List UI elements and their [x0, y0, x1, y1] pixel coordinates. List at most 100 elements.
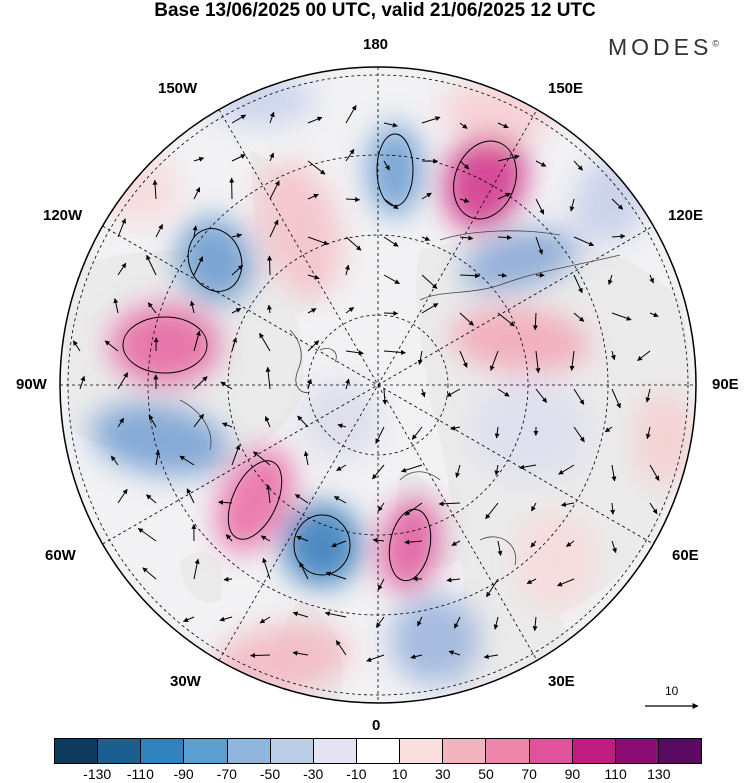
- colorbar-cell: [55, 739, 99, 763]
- wind-vector: [193, 330, 201, 352]
- wind-vector: [446, 388, 461, 397]
- wind-vector: [79, 375, 86, 390]
- colorbar-cell: [529, 739, 573, 763]
- wind-vector: [307, 193, 319, 200]
- wind-vector: [497, 540, 503, 557]
- wind-vector: [526, 578, 537, 585]
- wind-vector: [459, 160, 470, 170]
- anomaly-blob: [90, 403, 230, 477]
- wind-vector: [325, 571, 347, 580]
- wind-vector: [193, 413, 204, 428]
- wind-vector: [532, 312, 538, 331]
- wind-vector: [231, 308, 242, 314]
- wind-vector: [267, 304, 272, 314]
- wind-vector: [142, 567, 157, 580]
- colorbar-cell: [572, 739, 616, 763]
- wind-vector: [72, 340, 81, 352]
- colorbar-label: 70: [521, 766, 537, 782]
- wind-vector: [117, 417, 125, 428]
- wind-vector: [344, 264, 350, 276]
- wind-vector: [253, 451, 271, 466]
- wind-vector: [147, 302, 157, 314]
- wind-vector: [383, 122, 398, 128]
- wind-vector: [221, 422, 233, 428]
- wind-vector: [110, 455, 119, 466]
- coastlines: [179, 230, 621, 566]
- wind-vector: [383, 274, 400, 285]
- wind-vector: [497, 388, 510, 397]
- wind-vector: [610, 502, 616, 515]
- wind-vector: [307, 308, 317, 314]
- wind-vector: [421, 303, 439, 314]
- colorbar-label: 10: [391, 766, 408, 782]
- wind-vector: [560, 501, 575, 507]
- colorbar-label: -30: [303, 766, 324, 782]
- colorbar-cell: [356, 739, 401, 763]
- land-shape: [180, 552, 223, 603]
- wind-vector: [558, 464, 575, 475]
- wind-vector: [489, 350, 499, 371]
- wind-vector: [152, 179, 158, 200]
- wind-vector: [459, 350, 468, 368]
- wind-vector: [459, 198, 470, 203]
- wind-vector: [104, 340, 119, 352]
- lon-label-90e: 90E: [712, 376, 739, 393]
- wind-vector: [117, 262, 127, 276]
- anomaly-blob: [440, 80, 560, 140]
- wind-vector: [337, 423, 347, 429]
- wind-vector: [265, 366, 271, 390]
- colorbar-cell: [227, 739, 271, 763]
- coastline: [439, 230, 561, 241]
- wind-vector: [307, 378, 313, 390]
- wind-vector: [377, 502, 385, 512]
- wind-vector: [497, 272, 507, 278]
- wind-vector: [231, 233, 243, 239]
- lon-label-120w: 120W: [43, 207, 83, 224]
- wind-vector: [573, 388, 585, 405]
- wind-vector: [296, 535, 309, 542]
- wind-vector: [497, 192, 512, 200]
- wind-vector: [307, 236, 329, 246]
- wind-vector: [494, 426, 500, 439]
- wind-vector: [193, 187, 201, 200]
- wind-vector: [189, 300, 195, 314]
- colorbar-cell: [141, 739, 185, 763]
- wind-vector: [292, 650, 309, 656]
- anomaly-blob: [461, 228, 579, 292]
- logo-text: MODES: [608, 34, 713, 60]
- colorbar-labels: -130 -110 -90 -70 -50 -30 -10 10 30 50 70 90 110 130: [54, 766, 702, 782]
- wind-vector: [231, 444, 241, 466]
- lon-label-60e: 60E: [672, 547, 699, 564]
- wind-vector: [333, 496, 347, 504]
- wind-vector: [231, 114, 247, 124]
- lon-label-180: 180: [363, 36, 389, 53]
- wind-vector: [637, 350, 651, 362]
- wind-vector: [448, 650, 461, 656]
- anomaly-blob: [470, 380, 590, 480]
- wind-vector: [335, 640, 347, 656]
- coastline: [479, 536, 517, 566]
- wind-vector: [137, 527, 157, 542]
- wind-vector: [532, 616, 538, 632]
- wind-vector: [573, 274, 583, 294]
- wind-vector: [401, 464, 423, 473]
- wind-vector: [607, 274, 613, 286]
- wind-vector: [345, 148, 355, 162]
- wind-vector: [569, 350, 575, 371]
- wind-vector: [193, 376, 208, 390]
- colorbar-cell: [270, 739, 314, 763]
- coastline: [289, 329, 311, 393]
- wind-vector: [459, 312, 474, 326]
- wind-vector: [117, 488, 128, 504]
- wind-vector: [231, 337, 238, 352]
- wind-vector: [218, 499, 233, 505]
- wind-vector: [451, 540, 461, 546]
- wind-vector: [485, 502, 499, 520]
- wind-vector: [259, 616, 271, 624]
- wind-vector: [455, 464, 461, 478]
- wind-vector: [345, 350, 364, 356]
- wind-vector: [459, 235, 474, 241]
- wind-vector: [535, 198, 545, 215]
- anomaly-blob: [257, 161, 343, 299]
- wind-vector: [611, 388, 621, 409]
